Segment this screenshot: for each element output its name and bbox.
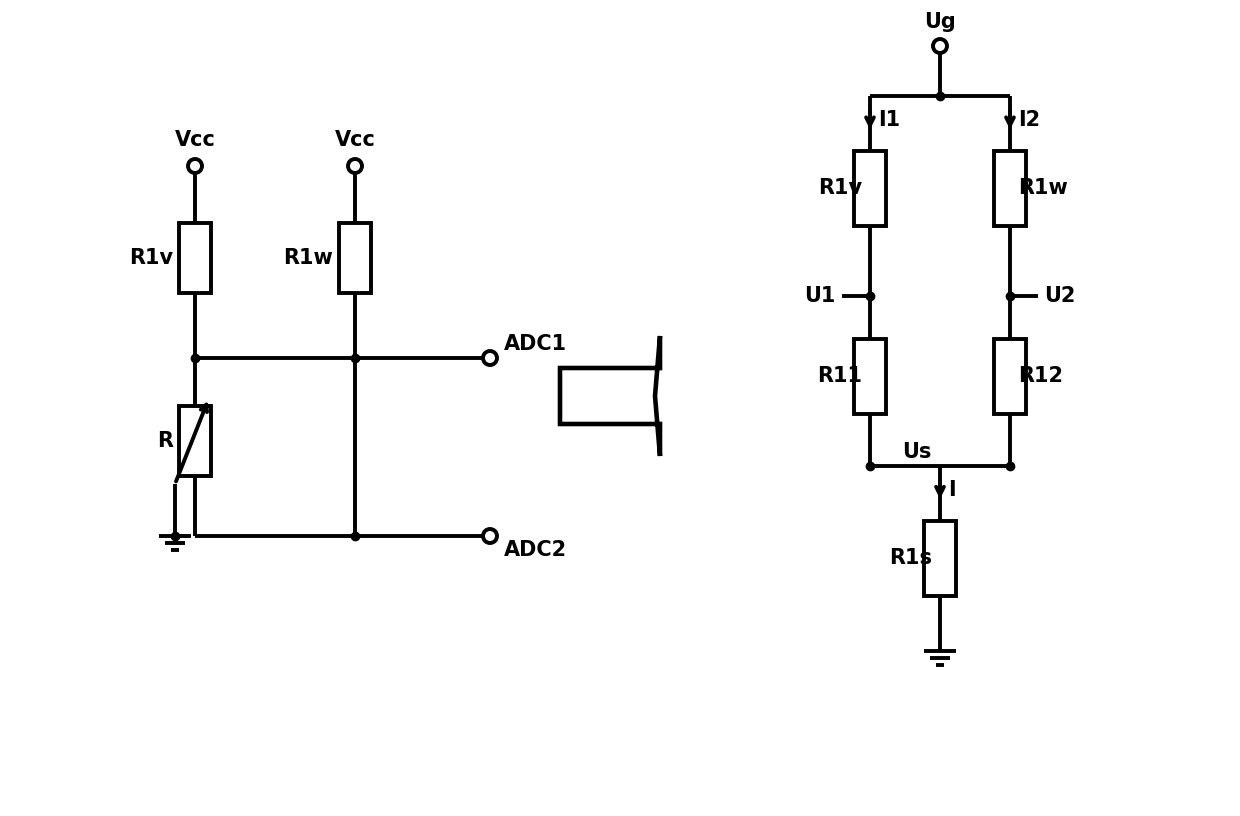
Text: Us: Us	[903, 442, 932, 462]
Bar	[994, 339, 1025, 414]
Text: U2: U2	[1044, 286, 1075, 306]
Text: R1s: R1s	[889, 548, 932, 568]
Text: ADC1: ADC1	[503, 334, 567, 354]
Bar	[179, 223, 211, 293]
Text: R1w: R1w	[1018, 178, 1068, 198]
Text: U1: U1	[805, 286, 836, 306]
Bar	[854, 150, 887, 225]
Text: R1v: R1v	[129, 248, 174, 268]
Circle shape	[348, 159, 362, 173]
Circle shape	[484, 351, 497, 365]
Text: ADC2: ADC2	[503, 540, 567, 560]
Circle shape	[188, 159, 202, 173]
Text: R11: R11	[817, 366, 862, 386]
Bar	[924, 521, 956, 596]
Bar	[179, 406, 211, 476]
Text: Ug: Ug	[924, 12, 956, 32]
Polygon shape	[560, 336, 660, 456]
Text: R12: R12	[1018, 366, 1063, 386]
Text: Vcc: Vcc	[175, 130, 216, 150]
Circle shape	[484, 529, 497, 543]
Text: I: I	[949, 480, 956, 499]
Text: R: R	[157, 431, 174, 451]
Bar	[339, 223, 371, 293]
Circle shape	[932, 39, 947, 53]
Text: I2: I2	[1018, 110, 1040, 131]
Text: R1w: R1w	[283, 248, 334, 268]
Text: Vcc: Vcc	[335, 130, 376, 150]
Bar	[994, 150, 1025, 225]
Text: I1: I1	[878, 110, 900, 131]
Bar	[854, 339, 887, 414]
Text: R1v: R1v	[818, 178, 862, 198]
